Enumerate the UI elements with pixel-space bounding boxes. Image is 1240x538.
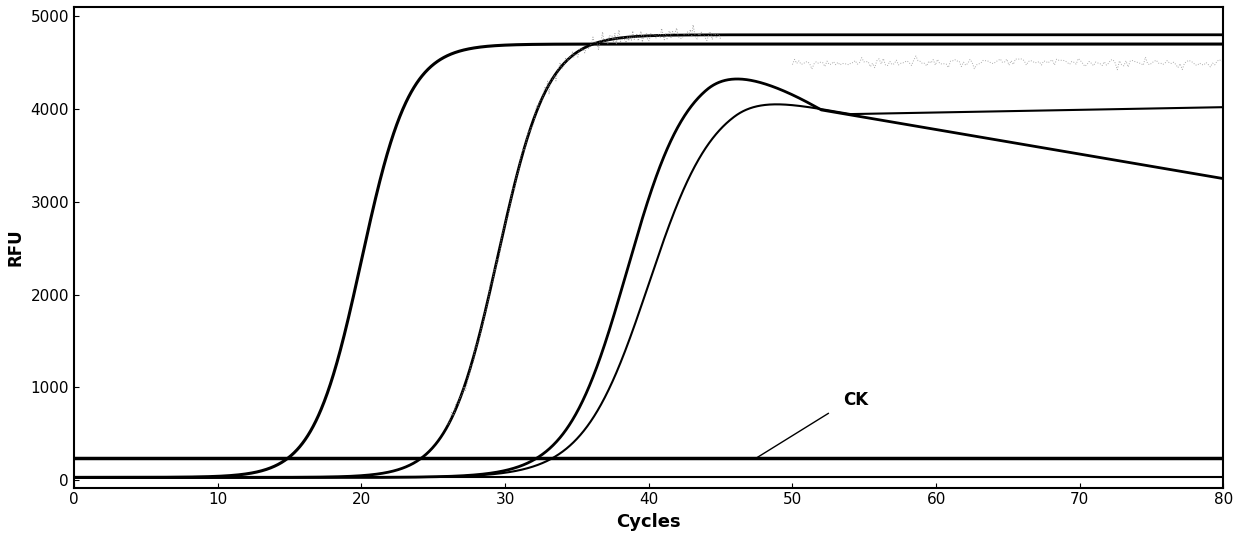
X-axis label: Cycles: Cycles bbox=[616, 513, 681, 531]
Y-axis label: RFU: RFU bbox=[7, 229, 25, 266]
Text: CK: CK bbox=[843, 391, 868, 409]
